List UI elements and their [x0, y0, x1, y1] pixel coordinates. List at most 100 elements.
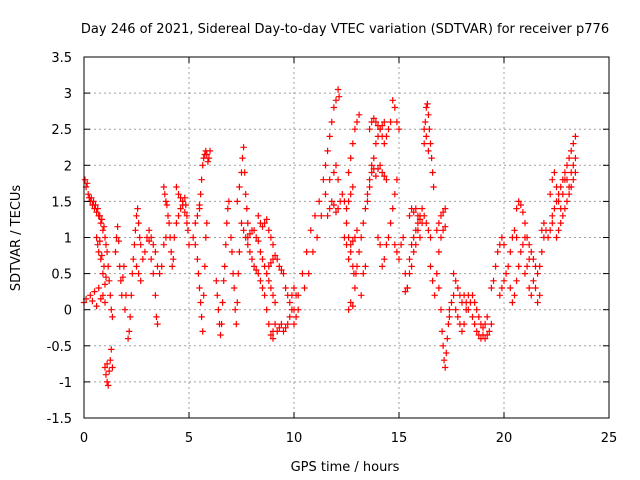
data-point — [239, 154, 246, 162]
data-point — [102, 371, 110, 378]
data-point — [160, 241, 167, 248]
data-point — [387, 118, 394, 126]
data-point — [450, 292, 457, 299]
data-point — [318, 212, 325, 219]
data-point — [334, 205, 342, 212]
data-point — [263, 306, 270, 313]
data-point — [433, 270, 440, 277]
x-axis-label: GPS time / hours — [291, 460, 400, 475]
data-point — [139, 256, 146, 263]
data-point — [183, 212, 191, 219]
data-point — [240, 227, 247, 234]
data-point — [218, 320, 225, 328]
data-point — [135, 219, 142, 227]
data-point — [93, 302, 100, 310]
data-point — [473, 328, 480, 335]
data-point — [358, 234, 365, 241]
data-point — [540, 219, 548, 227]
data-point — [364, 198, 371, 205]
data-point — [353, 118, 361, 126]
data-point — [521, 219, 529, 227]
x-tick-label: 15 — [391, 431, 408, 446]
data-point — [484, 313, 491, 321]
data-point — [353, 227, 361, 234]
data-point — [444, 335, 451, 342]
data-point — [219, 299, 226, 306]
data-point — [442, 364, 449, 371]
data-point — [203, 219, 210, 227]
data-point — [437, 306, 445, 313]
data-point — [135, 270, 142, 277]
data-point — [88, 194, 95, 201]
data-point — [534, 299, 541, 306]
data-point — [233, 320, 240, 328]
data-point — [469, 292, 476, 299]
y-tick-label: -1 — [59, 376, 72, 391]
data-point — [406, 270, 413, 277]
data-point — [105, 382, 112, 389]
data-point — [538, 248, 545, 256]
data-point — [250, 227, 258, 234]
data-point — [198, 176, 205, 183]
data-point — [261, 219, 268, 227]
data-point — [101, 281, 109, 288]
data-point — [257, 248, 264, 256]
data-point — [446, 306, 453, 313]
data-point — [445, 320, 452, 328]
data-point — [309, 248, 317, 256]
data-point — [145, 227, 153, 234]
data-point — [381, 118, 388, 126]
data-point — [267, 331, 275, 339]
data-point — [345, 169, 352, 176]
data-point — [368, 162, 375, 169]
data-point — [355, 111, 363, 118]
data-point — [391, 241, 398, 248]
data-point — [502, 270, 510, 277]
data-point — [290, 320, 298, 328]
data-point — [107, 357, 114, 364]
data-point — [267, 284, 275, 292]
data-point — [190, 234, 197, 241]
data-point — [171, 234, 178, 241]
data-point — [84, 180, 91, 187]
data-point — [568, 147, 575, 155]
data-point — [410, 248, 417, 256]
data-point — [175, 191, 182, 198]
data-point — [192, 241, 199, 248]
data-point — [513, 234, 520, 241]
data-point — [379, 169, 386, 176]
data-point — [93, 209, 100, 216]
data-point — [108, 306, 115, 313]
data-point — [115, 237, 122, 245]
data-point — [271, 320, 279, 328]
data-point — [267, 234, 275, 241]
data-point — [85, 191, 92, 198]
data-point — [197, 299, 204, 306]
data-point — [427, 234, 434, 241]
data-point — [280, 270, 287, 277]
data-point — [161, 191, 168, 198]
data-point — [96, 212, 103, 219]
data-point — [505, 263, 512, 270]
data-point — [517, 201, 524, 209]
data-point — [570, 140, 577, 147]
data-point — [486, 328, 493, 335]
data-point — [99, 292, 107, 299]
data-point — [345, 198, 352, 205]
data-point — [282, 324, 289, 331]
data-point — [148, 234, 155, 241]
data-point — [347, 154, 354, 162]
x-tick-labels: 0 5 10 15 20 25 — [80, 431, 617, 446]
data-point — [248, 256, 256, 263]
data-point — [120, 263, 128, 270]
data-point — [196, 284, 203, 292]
data-point — [372, 118, 380, 126]
data-point — [534, 270, 541, 277]
data-point — [408, 263, 415, 270]
data-point — [544, 234, 552, 241]
data-point — [435, 284, 443, 292]
y-tick-labels: -1.5 -1 -0.5 0 0.5 1 1.5 2 2.5 3 3.5 — [47, 51, 72, 427]
data-point — [234, 299, 241, 306]
data-point — [98, 216, 105, 223]
data-point — [442, 223, 449, 230]
